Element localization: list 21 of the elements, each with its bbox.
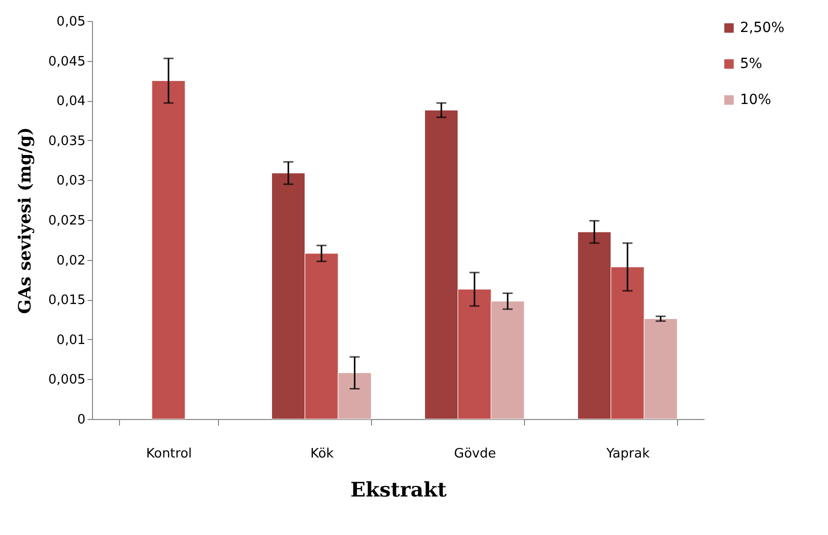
legend-label: 2,50% — [740, 20, 784, 36]
x-tick-label: Kök — [310, 446, 334, 462]
y-tick-label: 0,025 — [48, 214, 86, 228]
y-tick-label: 0 — [77, 412, 86, 428]
x-tick-label: Kontrol — [146, 446, 192, 462]
y-tick-label: 0,05 — [56, 14, 86, 30]
legend-label: 5% — [740, 56, 762, 72]
legend-label: 10% — [740, 92, 772, 108]
x-tick-label: Yaprak — [605, 446, 650, 462]
x-axis-title: Ekstrakt — [350, 478, 448, 502]
y-tick-label: 0,005 — [48, 372, 86, 388]
y-tick-label: 0,035 — [48, 134, 86, 149]
y-tick-label: 0,02 — [56, 253, 86, 268]
y-tick-label: 0,03 — [56, 174, 86, 189]
y-axis-title: GAs seviyesi (mg/g) — [15, 127, 36, 314]
y-tick-label: 0,01 — [56, 332, 86, 348]
x-tick-label: Gövde — [454, 446, 496, 462]
y-tick-label: 0,015 — [48, 293, 86, 308]
y-tick-label: 0,04 — [56, 94, 86, 110]
y-tick-label: 0,045 — [48, 54, 86, 70]
bar — [152, 80, 186, 420]
